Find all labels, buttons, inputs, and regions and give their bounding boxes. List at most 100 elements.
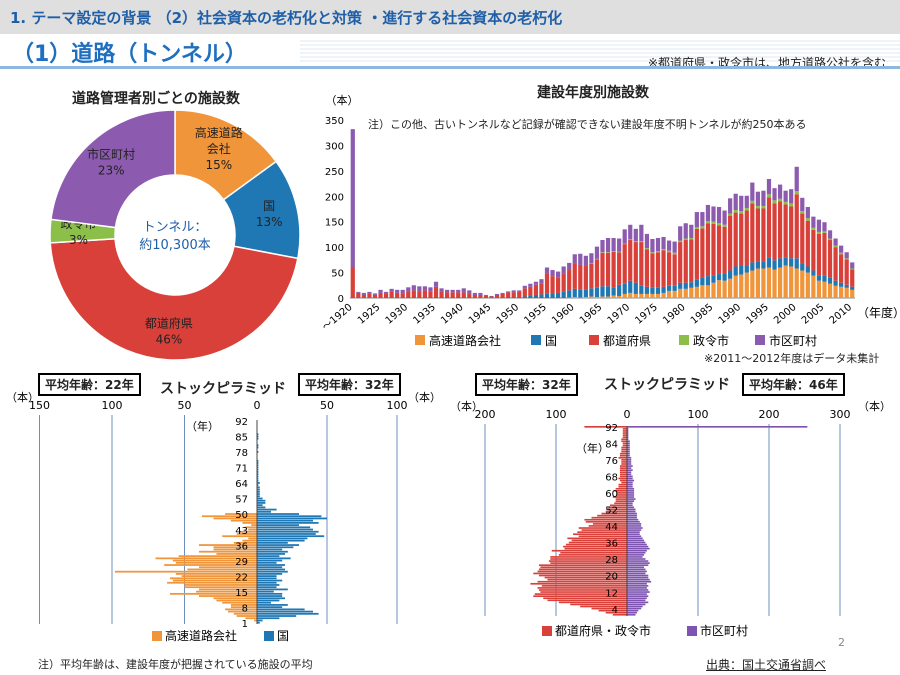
pyramid-bar-right (627, 568, 646, 571)
pyramid-bar-right (257, 586, 277, 589)
pyramid-bar-right (257, 590, 274, 593)
year-bar-segment (822, 232, 827, 276)
year-bar-segment (450, 292, 455, 298)
year-bar-segment (628, 224, 633, 240)
pyramid-bar-right (257, 588, 288, 591)
year-bar-segment (450, 289, 455, 293)
pyramid-bar-right (257, 497, 263, 500)
pyramid-age-tick: 68 (605, 473, 618, 484)
year-bar-segment (755, 208, 760, 262)
year-bar-segment (572, 296, 577, 298)
year-bar-segment (822, 222, 827, 232)
pyramid-bar-right (627, 471, 632, 474)
pyramid-bar-right (257, 559, 283, 562)
year-bar-segment (555, 271, 561, 278)
legend-label: 都道府県・政令市 (555, 623, 651, 638)
year-bar-segment (605, 252, 611, 253)
pyramid-bar-right (257, 528, 313, 531)
year-bar-segment (766, 194, 772, 198)
year-bar-segment (722, 226, 727, 274)
year-bar-segment (844, 252, 849, 259)
legend-label: 高速道路会社 (429, 333, 501, 348)
year-chart-x-tick: 1985 (689, 302, 716, 327)
pyramid-bar-right (257, 535, 325, 538)
pyramid-bar-right (257, 564, 285, 566)
year-bar-segment (439, 288, 444, 292)
pyramid-bar-left (558, 554, 627, 556)
pyramid-bar-left (621, 446, 627, 449)
page-number: 2 (838, 636, 845, 649)
donut-center-label: 約10,300本 (139, 238, 211, 253)
year-chart-y-unit: （本） (326, 93, 359, 107)
year-bar-segment (833, 247, 838, 281)
pyramid-bar-right (257, 466, 259, 469)
year-bar-segment (478, 294, 483, 298)
pyramid-bar-right (627, 549, 647, 552)
year-bar-segment (628, 239, 633, 241)
pyramid-bar-right (627, 541, 646, 544)
year-bar-segment (594, 296, 600, 298)
year-bar-segment (700, 285, 705, 298)
year-bar-segment (361, 294, 366, 298)
pyramid-bar-left (622, 442, 627, 445)
year-bar-segment (794, 194, 799, 259)
year-bar-segment (850, 269, 855, 287)
pyramid-bar-left (199, 595, 257, 597)
pyramid-bar-right (257, 584, 280, 586)
year-bar-segment (489, 296, 494, 298)
year-bar-segment (611, 251, 616, 252)
year-bar-segment (827, 240, 833, 278)
year-bar-segment (628, 240, 633, 281)
year-bar-segment (617, 238, 622, 252)
pyramid-bar-right (257, 484, 259, 487)
pyramid-bar-right (627, 607, 642, 610)
year-bar-segment (700, 277, 705, 286)
year-bar-segment (622, 244, 627, 284)
pyramid-y-unit: （年） (186, 419, 219, 433)
pyramid-bar-right (257, 437, 259, 440)
year-bar-segment (600, 252, 605, 287)
year-bar-segment (428, 297, 433, 298)
year-bar-segment (578, 289, 583, 298)
year-bar-segment (689, 237, 694, 240)
pyramid-bar-left (605, 510, 627, 513)
pyramid-bar-left (178, 555, 257, 558)
pyramid-bar-left (622, 434, 627, 436)
year-bar-segment (433, 296, 439, 298)
pyramid-x-tick: 0 (254, 399, 261, 412)
pyramid-bar-left (592, 523, 627, 525)
year-bar-segment (483, 295, 489, 298)
year-bar-segment (583, 296, 588, 298)
year-bar-segment (728, 278, 733, 298)
pyramid-bar-right (257, 473, 259, 475)
year-bar-segment (672, 290, 677, 298)
year-bar-segment (689, 282, 694, 288)
pyramid-bar-left (175, 561, 257, 564)
year-bar-segment (644, 233, 650, 249)
year-bar-segment (683, 282, 688, 289)
pyramid-bar-left (601, 512, 627, 515)
pyramid-bar-left (621, 448, 627, 451)
pyramid-bar-left (619, 467, 627, 469)
pyramid-bar-right (257, 530, 319, 533)
year-bar-segment (422, 290, 428, 298)
pyramid-bar-left (551, 549, 627, 552)
pyramid-x-unit: （本） (6, 390, 39, 404)
pyramid-bar-left (618, 483, 627, 486)
pyramid-bar-right (257, 482, 260, 484)
year-bar-segment (772, 203, 777, 261)
donut-center-label: トンネル： (143, 220, 208, 235)
year-bar-segment (456, 292, 461, 298)
legend-swatch (264, 631, 274, 641)
year-chart-x-tick: 1935 (411, 302, 438, 327)
year-bar-segment (378, 292, 383, 298)
year-bar-segment (655, 251, 661, 253)
year-bar-segment (833, 245, 838, 248)
pyramid-bar-left (618, 456, 627, 459)
pyramid-bar-right (257, 488, 260, 491)
year-bar-segment (811, 216, 816, 228)
year-bar-segment (611, 287, 616, 296)
year-bar-segment (705, 223, 711, 277)
pyramid-x-tick: 100 (102, 399, 123, 412)
year-bar-segment (800, 211, 805, 214)
